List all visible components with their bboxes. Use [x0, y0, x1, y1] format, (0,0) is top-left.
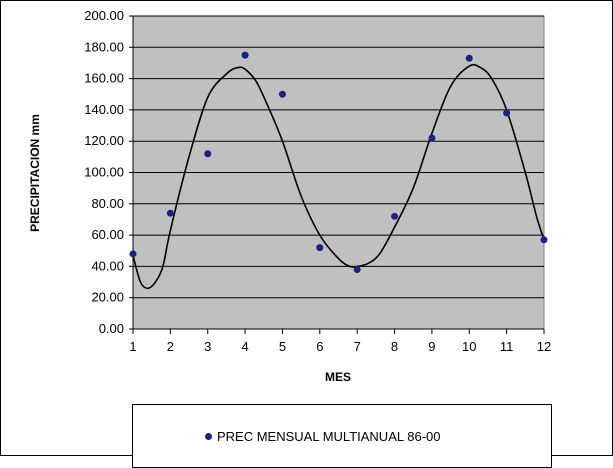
x-tick-labels: 1 2 3 4 5 6 7 8 9 10 11 12 — [129, 339, 551, 354]
y-tick-label: 40.00 — [91, 258, 124, 273]
x-tick-label: 10 — [462, 339, 476, 354]
data-points — [129, 51, 548, 274]
data-point — [540, 236, 548, 244]
data-point — [316, 244, 324, 252]
y-tick-label: 20.00 — [91, 290, 124, 305]
grid-lines — [133, 15, 544, 299]
data-point — [166, 209, 174, 217]
y-tick-label: 80.00 — [91, 196, 124, 211]
legend-label: PREC MENSUAL MULTIANUAL 86-00 — [217, 429, 441, 444]
y-tick-label: 100.00 — [84, 165, 124, 180]
x-axis-title: MES — [325, 370, 351, 384]
x-tick-label: 8 — [391, 339, 398, 354]
x-tick-label: 11 — [500, 339, 514, 354]
precipitation-chart: 0.00 20.00 40.00 60.00 80.00 100.00 120.00 140.… — [28, 8, 551, 384]
y-tick-label: 60.00 — [91, 227, 124, 242]
legend-marker-icon — [205, 433, 212, 440]
y-tick-label: 200.00 — [84, 8, 124, 23]
y-tick-label: 140.00 — [84, 102, 124, 117]
data-point — [465, 54, 473, 62]
legend-entry: PREC MENSUAL MULTIANUAL 86-00 — [205, 429, 440, 444]
data-point — [353, 266, 361, 274]
data-point — [241, 51, 249, 59]
x-tick-label: 2 — [167, 339, 174, 354]
data-point — [204, 150, 212, 158]
x-tick-label: 12 — [537, 339, 551, 354]
y-tick-label: 160.00 — [84, 71, 124, 86]
data-point — [391, 212, 399, 220]
x-tick-label: 5 — [279, 339, 286, 354]
y-tick-label: 0.00 — [99, 321, 124, 336]
y-tick-labels: 0.00 20.00 40.00 60.00 80.00 100.00 120.00 140.… — [84, 8, 124, 336]
x-tick-label: 4 — [241, 339, 248, 354]
axes — [129, 15, 545, 334]
y-axis-title: PRECIPITACION mm — [28, 114, 42, 232]
data-point — [278, 90, 286, 98]
data-point — [503, 109, 511, 117]
data-point — [428, 134, 436, 142]
y-tick-label: 180.00 — [84, 39, 124, 54]
x-tick-label: 6 — [316, 339, 323, 354]
x-tick-label: 7 — [354, 339, 361, 354]
trend-line — [132, 63, 545, 290]
x-tick-label: 1 — [129, 339, 136, 354]
x-tick-label: 9 — [428, 339, 435, 354]
y-tick-label: 120.00 — [84, 133, 124, 148]
legend: PREC MENSUAL MULTIANUAL 86-00 — [132, 404, 552, 468]
data-point — [129, 250, 137, 258]
x-tick-label: 3 — [204, 339, 211, 354]
